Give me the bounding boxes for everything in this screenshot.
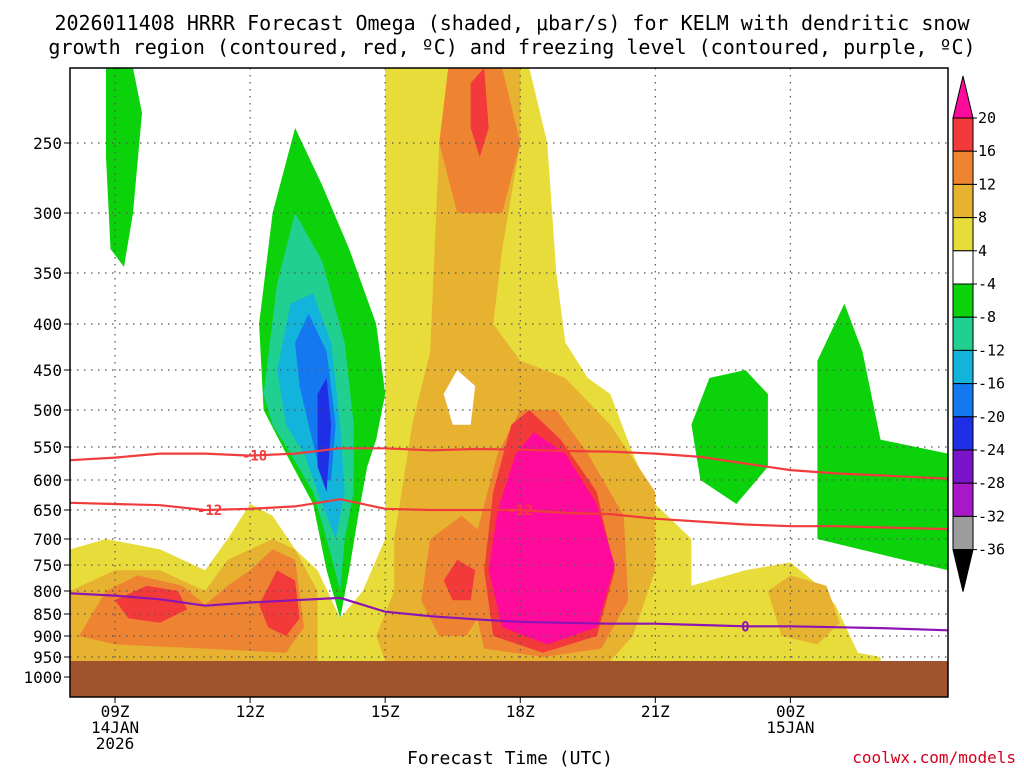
x-tick-label-09Z-2: 14JAN (91, 718, 139, 737)
colorbar-swatch-7 (952, 316, 974, 351)
contour-lines: -18 -12 -12 0 (70, 447, 948, 635)
omega-region-16b (259, 570, 300, 636)
omega-shaded-regions (70, 68, 948, 661)
colorbar-swatch-12 (952, 482, 974, 517)
plot-frame (69, 67, 949, 698)
colorbar-swatch-4 (952, 217, 974, 252)
y-tick-label-450: 450 (33, 361, 62, 380)
x-tick-label-00Z-1: 00Z (776, 702, 805, 721)
contour--18 (70, 447, 948, 480)
y-tick-label-650: 650 (33, 501, 62, 520)
omega-region-12 (79, 549, 305, 653)
contour-label--18: -18 (242, 448, 267, 464)
y-tick-label-550: 550 (33, 438, 62, 457)
y-tick-label-600: 600 (33, 471, 62, 490)
omega-region-16c (443, 559, 476, 601)
colorbar-label-1: 16 (978, 142, 996, 160)
omega-region--4c (691, 370, 768, 504)
x-tick-label-12Z-1: 12Z (236, 702, 265, 721)
y-tick-label-1000: 1000 (23, 668, 62, 687)
colorbar-label-13: -36 (978, 541, 1005, 559)
colorbar-label-4: 4 (978, 242, 987, 260)
contour-label-freezing-level: 0 (741, 619, 749, 635)
y-tick-label-500: 500 (33, 401, 62, 420)
contour--12 (70, 498, 948, 531)
y-tick-label-850: 850 (33, 605, 62, 624)
chart-title-line1: 2026011408 HRRR Forecast Omega (shaded, … (54, 11, 970, 35)
colorbar-swatch-13 (952, 515, 974, 551)
colorbar-label-12: -32 (978, 507, 1005, 525)
colorbar-swatch-1 (952, 117, 974, 152)
x-tick-label-09Z-3: 2026 (96, 734, 135, 753)
x-tick-label-00Z-2: 15JAN (766, 718, 814, 737)
y-tick-label-950: 950 (33, 648, 62, 667)
colorbar-label-2: 12 (978, 175, 996, 193)
colorbar-swatch-8 (952, 349, 974, 385)
y-tick-label-800: 800 (33, 582, 62, 601)
x-tick-label-18Z-1: 18Z (506, 702, 535, 721)
x-tick-label-21Z-1: 21Z (641, 702, 670, 721)
y-tick-label-400: 400 (33, 315, 62, 334)
colorbar-label-10: -24 (978, 441, 1005, 459)
contour-freezing-level (70, 592, 948, 632)
colorbar-swatch-11 (952, 449, 974, 484)
chart-title-line2: growth region (contoured, red, ºC) and f… (48, 35, 975, 59)
omega-region-20 (488, 432, 615, 645)
colorbar-label-7: -12 (978, 341, 1005, 359)
omega-region-white-gap (443, 370, 476, 425)
credit-text[interactable]: coolwx.com/models (852, 748, 1016, 767)
colorbar-swatch-3 (952, 183, 974, 219)
x-axis-label: Forecast Time (UTC) (407, 748, 613, 768)
y-tick-label-350: 350 (33, 264, 62, 283)
colorbar-swatch-10 (952, 416, 974, 451)
colorbar-bottom-arrow (952, 549, 974, 592)
colorbar-top-arrow (952, 75, 974, 119)
contour-label--12: -12 (197, 503, 222, 519)
colorbar-label-5: -4 (978, 275, 996, 293)
y-axis-pressure: 250 300 350 400 450 500 550 600 650 700 750 800 850 9… (23, 134, 70, 687)
colorbar: 20 16 12 8 4 -4 -8 -12 -16 -20 -24 -28 -32 -36 (952, 75, 1005, 592)
colorbar-swatch-9 (952, 383, 974, 418)
colorbar-label-0: 20 (978, 109, 996, 127)
ground-surface (70, 661, 948, 697)
plot-area: -18 -12 -12 0 (70, 68, 948, 697)
colorbar-label-11: -28 (978, 474, 1005, 492)
omega-region-16e (470, 68, 489, 157)
colorbar-label-3: 8 (978, 209, 987, 227)
colorbar-swatch-5 (952, 250, 974, 285)
y-tick-label-250: 250 (33, 134, 62, 153)
y-tick-label-700: 700 (33, 530, 62, 549)
omega-region--4d (817, 303, 948, 571)
colorbar-label-6: -8 (978, 308, 996, 326)
contour-label--12b: -12 (508, 503, 533, 519)
x-tick-label-09Z-1: 09Z (101, 702, 130, 721)
y-tick-label-900: 900 (33, 627, 62, 646)
y-tick-label-750: 750 (33, 556, 62, 575)
colorbar-swatch-6 (952, 283, 974, 318)
colorbar-label-9: -20 (978, 408, 1005, 426)
y-tick-label-300: 300 (33, 204, 62, 223)
x-tick-label-15Z-1: 15Z (371, 702, 400, 721)
colorbar-swatch-2 (952, 150, 974, 185)
omega-region--20 (317, 378, 332, 492)
colorbar-label-8: -16 (978, 375, 1005, 393)
